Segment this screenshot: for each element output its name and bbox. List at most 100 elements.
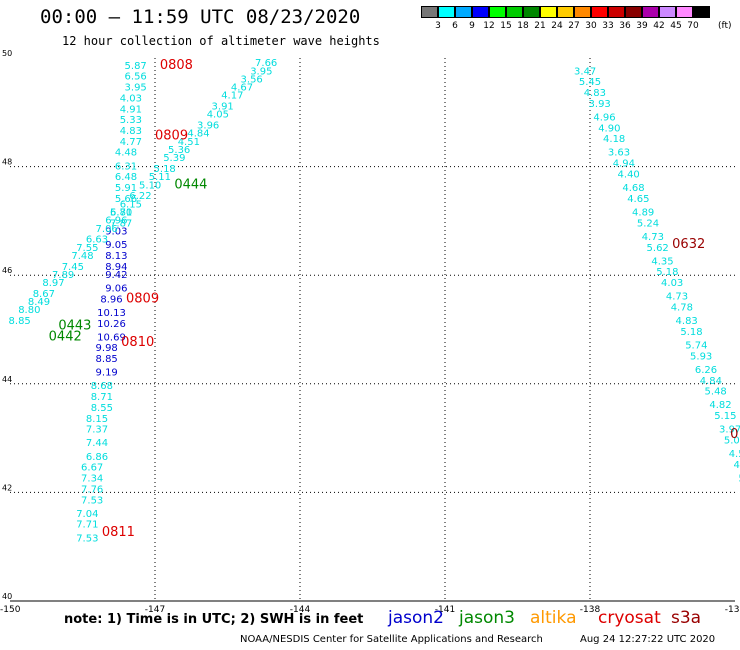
legend-label: 45 — [670, 21, 682, 31]
wave-height-point: 8.80 — [18, 305, 40, 316]
wave-height-point: 5.93 — [690, 351, 712, 362]
satellite-jason3: jason3 — [459, 608, 515, 628]
wave-height-point: 5.87 — [125, 61, 147, 72]
footer-timestamp: Aug 24 12:27:22 UTC 2020 — [580, 634, 716, 645]
wave-height-point: 6.26 — [695, 365, 717, 376]
legend-swatch — [455, 6, 472, 18]
wave-height-point: 10.13 — [97, 308, 126, 319]
footer-credit: NOAA/NESDIS Center for Satellite Applica… — [240, 634, 543, 645]
legend-swatch — [557, 6, 574, 18]
legend-label: 33 — [602, 21, 614, 31]
legend-swatch — [642, 6, 659, 18]
legend-swatch — [659, 6, 676, 18]
wave-height-point: 5.10 — [139, 180, 161, 191]
wave-height-point: 8.13 — [105, 251, 127, 262]
time-label: 0 — [730, 427, 738, 442]
time-label: 0811 — [102, 525, 135, 540]
x-tick-label: -135 — [725, 605, 740, 615]
wave-height-point: 7.87 — [110, 218, 132, 229]
wave-height-point: 6.48 — [115, 172, 137, 183]
wave-height-point: 6.96 — [105, 216, 127, 227]
wave-height-point: 10.69 — [97, 332, 126, 343]
wave-height-point: 4.77 — [120, 137, 142, 148]
wave-height-point: 5.45 — [579, 77, 601, 88]
legend-swatch — [421, 6, 438, 18]
time-label: 0444 — [174, 177, 207, 192]
wave-height-point: 5.11 — [149, 172, 171, 183]
wave-height-point: 9.19 — [96, 368, 118, 379]
wave-height-point: 5.36 — [168, 145, 190, 156]
wave-height-point: 7.37 — [86, 425, 108, 436]
wave-height-point: 4.68 — [622, 183, 644, 194]
legend-label: 36 — [619, 21, 631, 31]
wave-height-point: 7.34 — [81, 474, 103, 485]
wave-height-point: 4.84 — [700, 376, 722, 387]
legend-swatch — [523, 6, 540, 18]
time-label: 0443 — [58, 319, 91, 334]
wave-height-point: 3.91 — [212, 102, 234, 113]
wave-height-point: 4.53 — [729, 449, 740, 460]
wave-height-point: 4.05 — [207, 110, 229, 121]
legend-label: 27 — [568, 21, 580, 31]
wave-height-point: 8.85 — [96, 354, 118, 365]
wave-height-point: 4.94 — [613, 159, 635, 170]
wave-height-labels: 5.876.563.954.034.915.334.834.774.486.31… — [9, 58, 740, 544]
wave-height-point: 5.74 — [685, 341, 707, 352]
wave-height-point: 4.91 — [120, 104, 142, 115]
wave-height-point: 5.18 — [154, 164, 176, 175]
x-tick-label: -150 — [0, 605, 21, 615]
wave-height-point: 7.06 — [96, 224, 118, 235]
y-tick-label: 44 — [2, 375, 12, 384]
wave-height-point: 5.62 — [647, 243, 669, 254]
satellite-jason2: jason2 — [388, 608, 444, 628]
wave-height-point: 7.55 — [76, 243, 98, 254]
legend-swatch — [438, 6, 455, 18]
wave-height-point: 7.53 — [81, 495, 103, 506]
time-label: 0810 — [121, 335, 154, 350]
legend-swatch — [676, 6, 693, 18]
wave-height-point: 4.65 — [627, 194, 649, 205]
legend-swatch — [693, 6, 710, 18]
wave-height-point: 6.80 — [110, 207, 132, 218]
wave-height-point: 6.86 — [86, 452, 108, 463]
wave-height-point: 4.84 — [187, 129, 209, 140]
wave-height-point: 7.45 — [62, 262, 84, 273]
legend-label: 39 — [636, 21, 648, 31]
legend-label: 6 — [452, 21, 458, 31]
y-tick-label: 48 — [2, 158, 12, 167]
wave-height-point: 4.35 — [651, 256, 673, 267]
wave-height-point: 4.82 — [709, 400, 731, 411]
wave-height-point: 7.66 — [255, 58, 277, 69]
wave-height-point: 4.03 — [120, 93, 142, 104]
wave-height-point: 5.24 — [637, 218, 659, 229]
wave-height-point: 4.89 — [632, 207, 654, 218]
x-tick-label: -138 — [580, 605, 601, 615]
x-tick-label: -141 — [435, 605, 455, 615]
wave-height-point: 3.47 — [574, 66, 596, 77]
wave-height-point: 5.71 — [110, 207, 132, 218]
wave-height-point: 4.51 — [178, 137, 200, 148]
y-tick-label: 40 — [2, 592, 12, 601]
x-tick-label: -147 — [145, 605, 165, 615]
wave-height-point: 9.42 — [105, 270, 127, 281]
legend-swatch — [472, 6, 489, 18]
wave-height-point: 8.67 — [33, 289, 55, 300]
wave-height-point: 6.15 — [120, 199, 142, 210]
y-tick-label: 42 — [2, 483, 12, 492]
legend-label: 18 — [517, 21, 529, 31]
satellite-cryosat: cryosat — [598, 608, 661, 628]
wave-height-point: 9.05 — [105, 240, 127, 251]
time-label: 0632 — [672, 237, 705, 252]
wave-height-point: 7.89 — [52, 270, 74, 281]
wave-height-point: 4.67 — [231, 83, 253, 94]
legend-swatch — [574, 6, 591, 18]
wave-height-point: 6.31 — [115, 161, 137, 172]
wave-height-point: 7.71 — [76, 520, 98, 531]
wave-height-point: 8.94 — [105, 262, 127, 273]
legend-label: 24 — [551, 21, 563, 31]
wave-height-point: 7.76 — [81, 484, 103, 495]
legend-label: 70 — [687, 21, 699, 31]
wave-height-point: 4.83 — [734, 460, 740, 471]
wave-height-point: 3.96 — [197, 121, 219, 132]
